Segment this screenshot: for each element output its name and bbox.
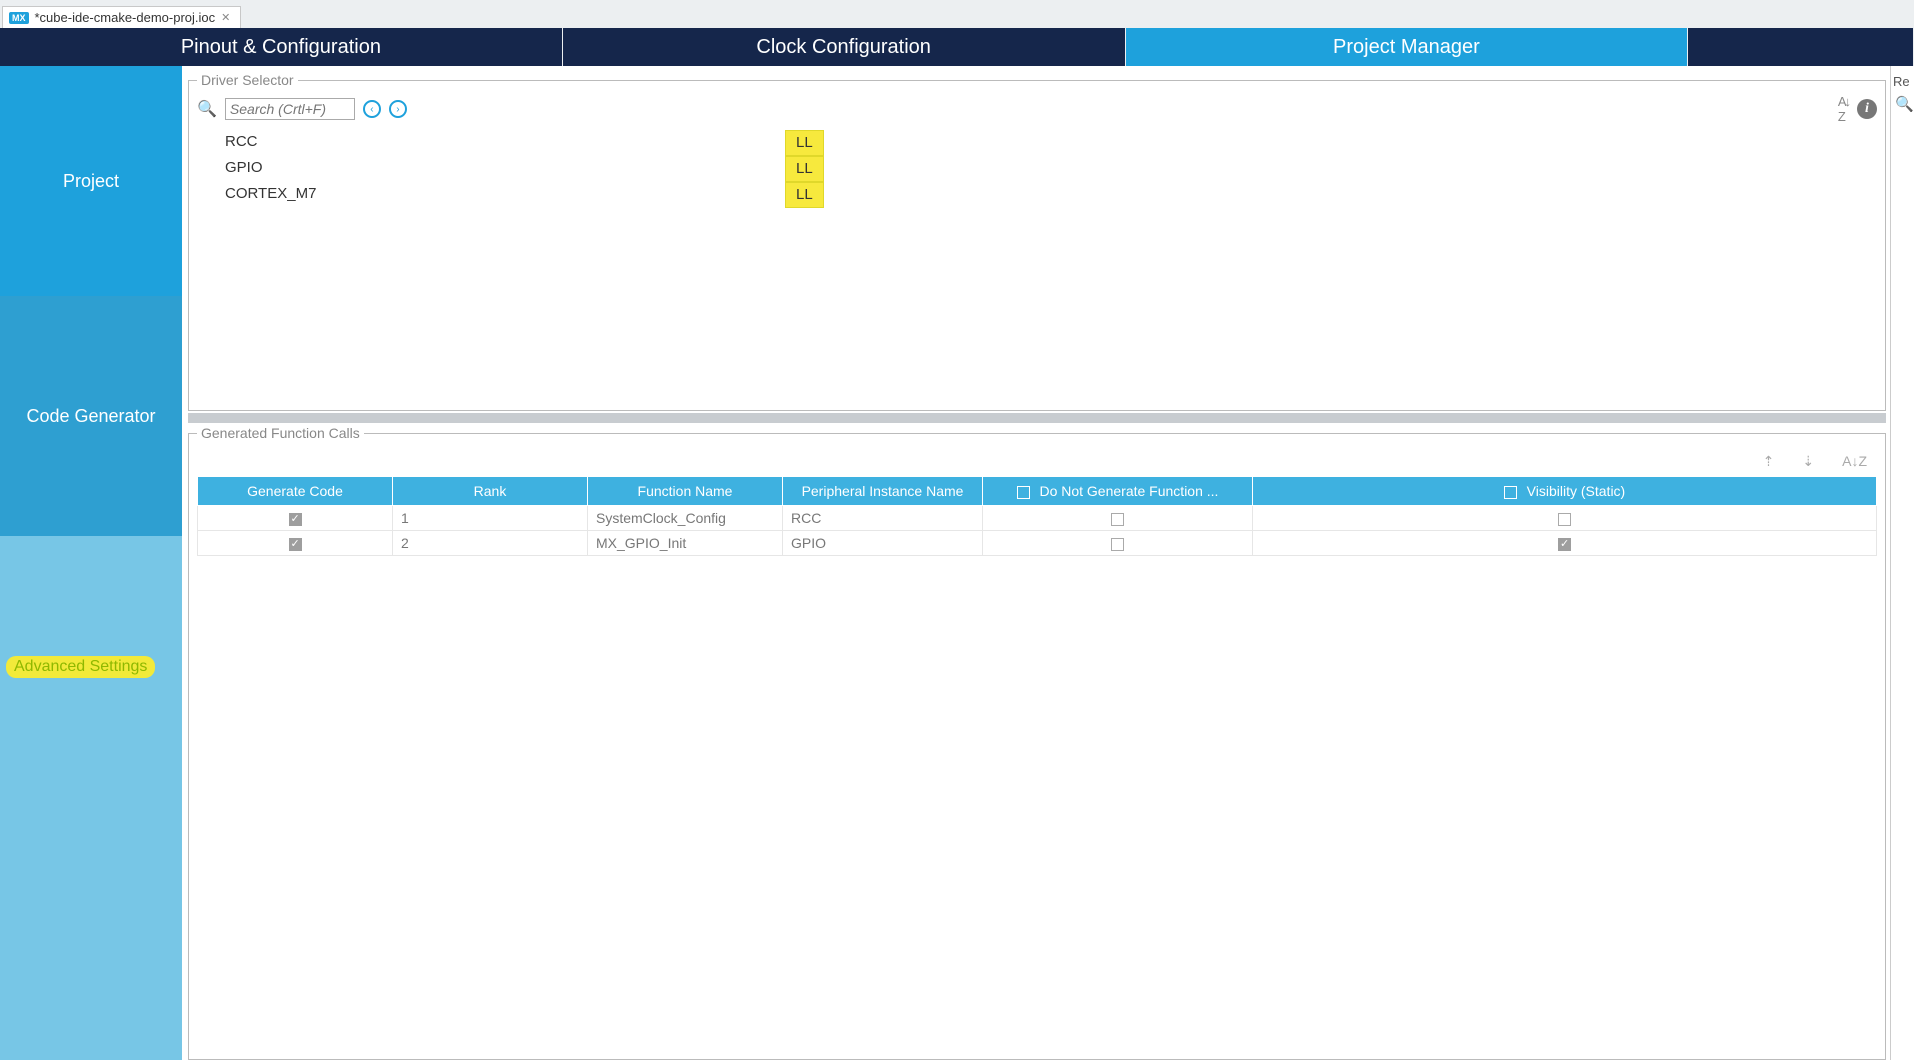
- col-rank[interactable]: Rank: [393, 477, 588, 506]
- col-generate[interactable]: Generate Code: [198, 477, 393, 506]
- workspace: Project Code Generator Advanced Settings…: [0, 66, 1914, 1060]
- visibility-checkbox[interactable]: [1558, 513, 1571, 526]
- sort-az-icon[interactable]: A↓Z: [1842, 453, 1867, 470]
- splitter[interactable]: [188, 413, 1886, 423]
- generated-calls-table: Generate Code Rank Function Name Periphe…: [197, 476, 1877, 556]
- group-legend: Driver Selector: [197, 72, 298, 88]
- generated-calls-group: Generated Function Calls ⇡ ⇣ A↓Z Generat…: [188, 425, 1886, 1060]
- tab-project-manager[interactable]: Project Manager: [1126, 28, 1689, 66]
- driver-selector-toolbar: 🔍 ‹ › A↓Z i: [197, 94, 1877, 124]
- col-label: Do Not Generate Function ...: [1039, 483, 1218, 499]
- dng-checkbox[interactable]: [1111, 513, 1124, 526]
- driver-selector-group: Driver Selector 🔍 ‹ › A↓Z i RCC LL GPIO: [188, 72, 1886, 411]
- tab-overflow: [1688, 28, 1914, 66]
- right-panel-label: Re: [1891, 74, 1914, 89]
- move-up-icon[interactable]: ⇡: [1763, 453, 1775, 470]
- cell-func: SystemClock_Config: [588, 506, 783, 531]
- content-area: Driver Selector 🔍 ‹ › A↓Z i RCC LL GPIO: [182, 66, 1890, 1060]
- file-tab-strip: MX *cube-ide-cmake-demo-proj.ioc ✕: [0, 0, 1914, 28]
- tab-clock[interactable]: Clock Configuration: [563, 28, 1126, 66]
- col-periph[interactable]: Peripheral Instance Name: [783, 477, 983, 506]
- driver-name: CORTEX_M7: [225, 182, 785, 208]
- next-icon[interactable]: ›: [389, 100, 407, 118]
- search-input[interactable]: [225, 98, 355, 120]
- driver-row[interactable]: GPIO LL: [225, 156, 1877, 182]
- sort-icon[interactable]: A↓Z: [1838, 94, 1849, 124]
- file-tab[interactable]: MX *cube-ide-cmake-demo-proj.ioc ✕: [2, 6, 241, 28]
- col-label: Visibility (Static): [1527, 483, 1626, 499]
- close-icon[interactable]: ✕: [221, 11, 230, 24]
- mx-badge-icon: MX: [9, 12, 29, 24]
- search-icon[interactable]: 🔍: [1891, 89, 1914, 113]
- visibility-checkbox[interactable]: [1558, 538, 1571, 551]
- driver-value[interactable]: LL: [785, 130, 824, 156]
- tab-pinout[interactable]: Pinout & Configuration: [0, 28, 563, 66]
- prev-icon[interactable]: ‹: [363, 100, 381, 118]
- sidebar-item-advanced-settings[interactable]: Advanced Settings: [0, 536, 182, 1060]
- tab-label: Pinout & Configuration: [181, 36, 381, 59]
- group-legend: Generated Function Calls: [197, 425, 364, 441]
- table-row[interactable]: 2 MX_GPIO_Init GPIO: [198, 531, 1877, 556]
- tab-label: Clock Configuration: [756, 36, 931, 59]
- header-checkbox-icon[interactable]: [1017, 486, 1030, 499]
- move-down-icon[interactable]: ⇣: [1802, 453, 1814, 470]
- file-tab-title: *cube-ide-cmake-demo-proj.ioc: [35, 10, 216, 25]
- driver-value[interactable]: LL: [785, 182, 824, 208]
- sidebar-item-label: Advanced Settings: [6, 656, 155, 678]
- cell-periph: GPIO: [783, 531, 983, 556]
- pm-sidebar: Project Code Generator Advanced Settings: [0, 66, 182, 1060]
- sidebar-item-project[interactable]: Project: [0, 66, 182, 296]
- dng-checkbox[interactable]: [1111, 538, 1124, 551]
- driver-name: RCC: [225, 130, 785, 156]
- sidebar-item-code-generator[interactable]: Code Generator: [0, 296, 182, 536]
- generate-checkbox[interactable]: [289, 538, 302, 551]
- col-visibility[interactable]: Visibility (Static): [1253, 477, 1877, 506]
- cell-rank: 2: [393, 531, 588, 556]
- right-panel-collapsed[interactable]: Re 🔍: [1890, 66, 1914, 1060]
- driver-value[interactable]: LL: [785, 156, 824, 182]
- cell-periph: RCC: [783, 506, 983, 531]
- driver-row[interactable]: CORTEX_M7 LL: [225, 182, 1877, 208]
- generate-checkbox[interactable]: [289, 513, 302, 526]
- driver-list: RCC LL GPIO LL CORTEX_M7 LL: [197, 130, 1877, 400]
- cell-rank: 1: [393, 506, 588, 531]
- table-row[interactable]: 1 SystemClock_Config RCC: [198, 506, 1877, 531]
- sidebar-item-label: Project: [63, 171, 119, 192]
- driver-name: GPIO: [225, 156, 785, 182]
- header-checkbox-icon[interactable]: [1504, 486, 1517, 499]
- main-tab-bar: Pinout & Configuration Clock Configurati…: [0, 28, 1914, 66]
- info-icon[interactable]: i: [1857, 99, 1877, 119]
- tab-label: Project Manager: [1333, 36, 1480, 59]
- driver-row[interactable]: RCC LL: [225, 130, 1877, 156]
- sidebar-item-label: Code Generator: [26, 406, 155, 427]
- search-icon[interactable]: 🔍: [197, 99, 217, 119]
- cell-func: MX_GPIO_Init: [588, 531, 783, 556]
- gfc-toolbar: ⇡ ⇣ A↓Z: [197, 447, 1877, 476]
- col-func[interactable]: Function Name: [588, 477, 783, 506]
- col-dng[interactable]: Do Not Generate Function ...: [983, 477, 1253, 506]
